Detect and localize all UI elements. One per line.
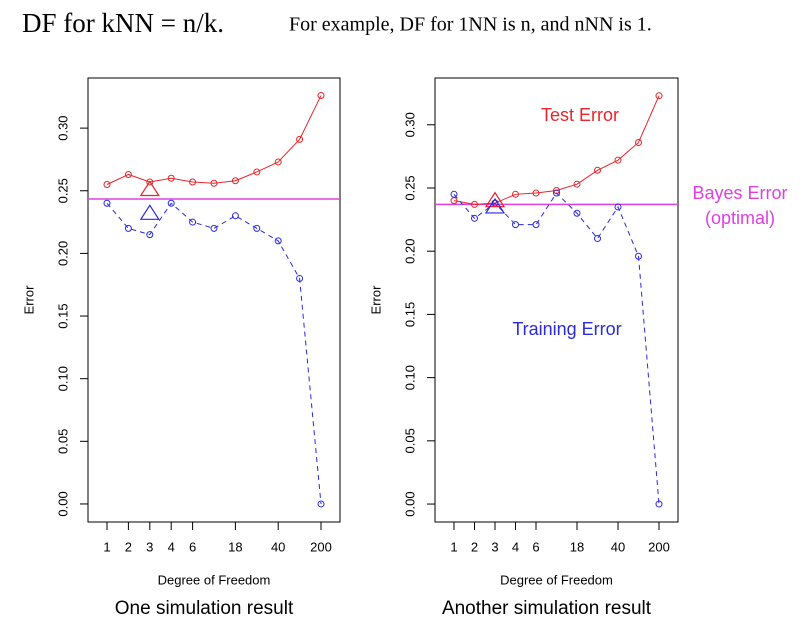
- y-tick-label: 0.15: [402, 302, 417, 327]
- y-axis-label: Error: [368, 285, 383, 315]
- plot-frame: [434, 77, 679, 523]
- x-tick-label: 1: [103, 539, 110, 554]
- y-tick-label: 0.25: [55, 178, 70, 203]
- y-tick-label: 0.00: [55, 491, 70, 516]
- data-point: [655, 92, 663, 100]
- data-point: [471, 214, 478, 222]
- data-point: [614, 156, 622, 164]
- data-point: [274, 237, 282, 245]
- x-tick-label: 6: [189, 539, 196, 554]
- data-point: [253, 224, 261, 232]
- series-line: [106, 202, 322, 505]
- y-tick-label: 0.15: [55, 303, 70, 328]
- data-point: [655, 500, 663, 508]
- triangle-marker: [139, 204, 160, 220]
- data-point: [210, 224, 218, 232]
- data-point: [635, 252, 642, 260]
- data-point: [146, 178, 154, 186]
- annotation: Bayes Error: [692, 183, 787, 203]
- y-tick-label: 0.25: [402, 175, 417, 200]
- data-point: [512, 190, 519, 198]
- data-point: [635, 138, 642, 146]
- x-tick-label: 40: [611, 539, 625, 554]
- x-tick-label: 6: [532, 539, 539, 554]
- data-point: [296, 135, 304, 143]
- annotation: Training Error: [512, 319, 621, 339]
- data-point: [231, 212, 239, 220]
- data-point: [296, 274, 304, 282]
- data-point: [594, 235, 601, 243]
- data-point: [450, 190, 458, 198]
- x-tick-label: 18: [228, 539, 242, 554]
- data-point: [167, 199, 175, 207]
- y-tick-label: 0.05: [55, 429, 70, 454]
- x-tick-label: 3: [491, 539, 498, 554]
- x-tick-label: 2: [471, 539, 478, 554]
- x-axis-label: Degree of Freedom: [158, 572, 271, 587]
- series-line: [453, 192, 660, 505]
- triangle-marker: [139, 180, 160, 197]
- data-point: [231, 177, 239, 185]
- y-tick-label: 0.30: [55, 115, 70, 140]
- x-tick-label: 40: [271, 539, 285, 554]
- data-point: [471, 200, 478, 208]
- data-point: [146, 231, 154, 239]
- data-point: [253, 168, 261, 176]
- data-point: [573, 180, 581, 188]
- chart-caption: One simulation result: [115, 598, 294, 619]
- data-point: [553, 189, 560, 197]
- y-tick-label: 0.30: [402, 112, 417, 137]
- data-point: [317, 500, 325, 508]
- x-tick-label: 1: [450, 539, 457, 554]
- y-tick-label: 0.20: [55, 241, 70, 266]
- data-point: [532, 189, 540, 197]
- y-tick-label: 0.10: [402, 365, 417, 390]
- x-tick-label: 2: [125, 539, 132, 554]
- x-tick-label: 4: [168, 539, 175, 554]
- y-tick-label: 0.10: [55, 366, 70, 391]
- plot-frame: [87, 77, 341, 523]
- data-point: [512, 221, 519, 229]
- data-point: [532, 221, 540, 229]
- annotation: Test Error: [541, 105, 619, 125]
- data-point: [317, 92, 325, 100]
- data-point: [594, 166, 601, 174]
- slide-note: For example, DF for 1NN is n, and nNN is…: [289, 14, 652, 36]
- data-point: [124, 170, 132, 178]
- data-point: [210, 179, 218, 187]
- chart-caption: Another simulation result: [442, 598, 652, 619]
- triangle-marker: [484, 191, 506, 208]
- data-point: [274, 158, 282, 166]
- y-tick-label: 0.05: [402, 428, 417, 453]
- data-point: [189, 218, 197, 226]
- data-point: [103, 199, 111, 207]
- data-point: [103, 180, 111, 188]
- x-tick-label: 18: [570, 539, 584, 554]
- data-point: [124, 224, 132, 232]
- x-tick-label: 200: [310, 539, 332, 554]
- x-tick-label: 3: [146, 539, 153, 554]
- y-axis-label: Error: [21, 285, 36, 315]
- series-line: [106, 95, 322, 185]
- x-tick-label: 200: [648, 539, 670, 554]
- data-point: [614, 203, 622, 211]
- y-tick-label: 0.00: [402, 491, 417, 516]
- x-axis-label: Degree of Freedom: [500, 572, 613, 587]
- data-point: [189, 178, 197, 186]
- triangle-marker: [484, 197, 506, 214]
- x-tick-label: 4: [512, 539, 519, 554]
- data-point: [573, 209, 581, 217]
- y-tick-label: 0.20: [402, 239, 417, 264]
- annotation: (optimal): [705, 208, 775, 228]
- slide-title: DF for kNN = n/k.: [22, 8, 224, 38]
- data-point: [167, 174, 175, 182]
